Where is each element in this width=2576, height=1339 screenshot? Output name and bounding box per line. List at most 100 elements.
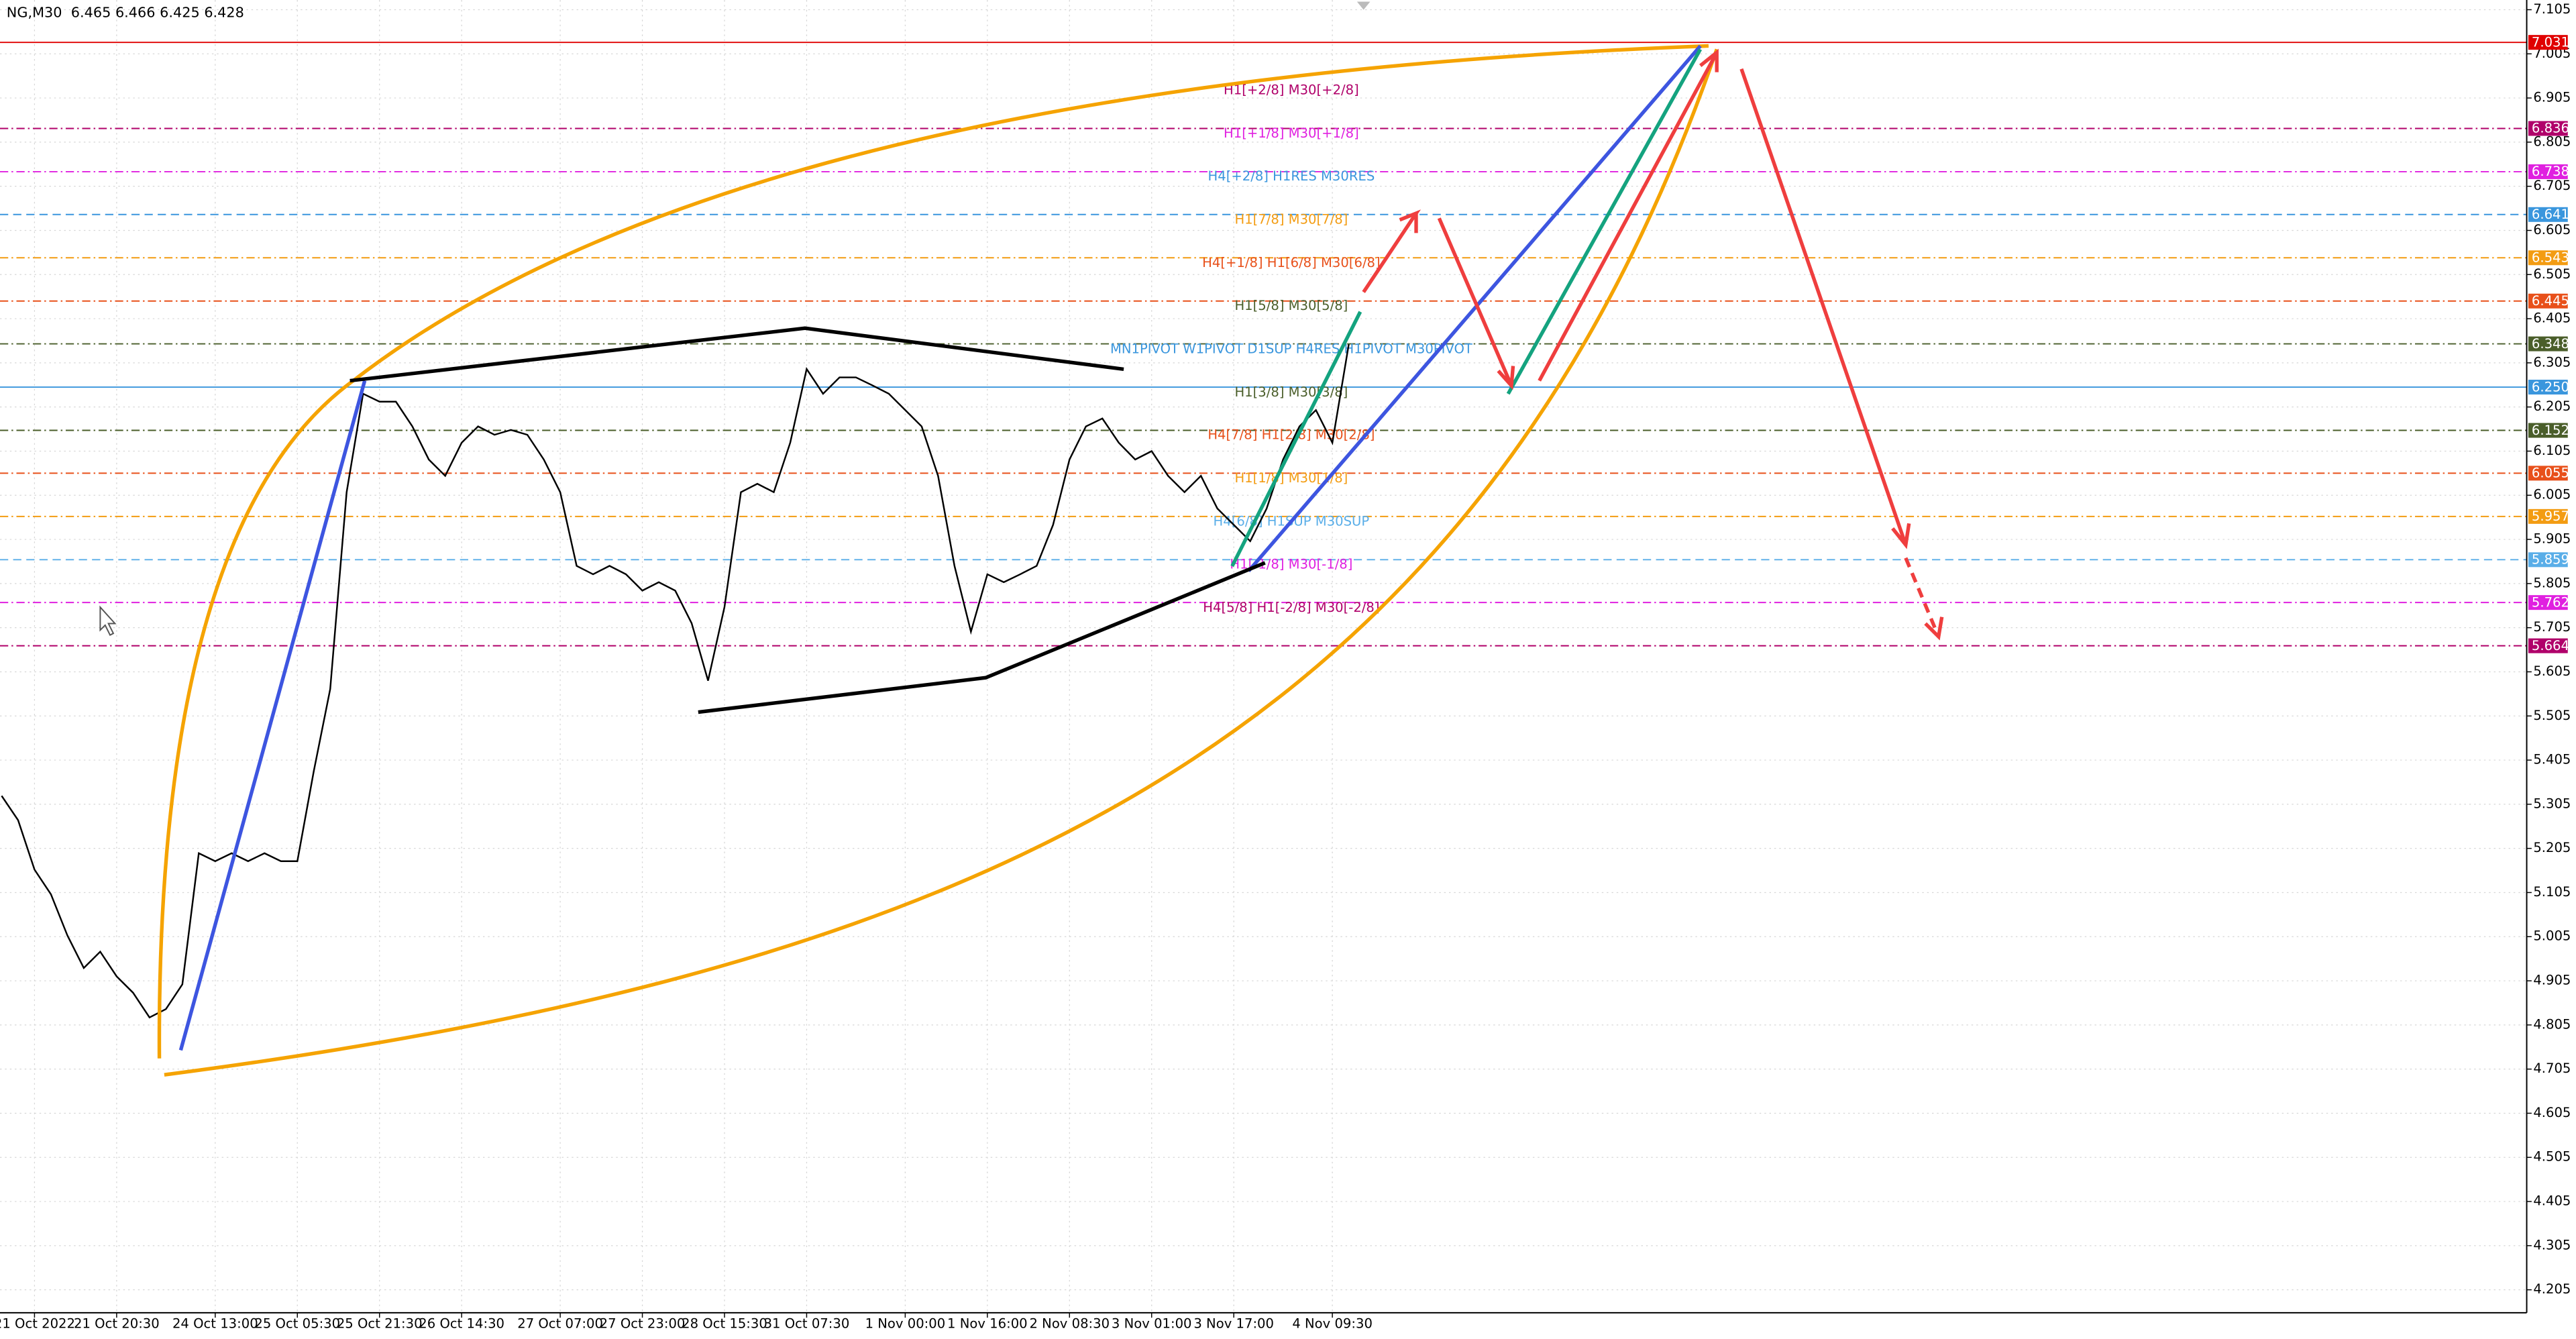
price-tag (2528, 293, 2568, 309)
trend-line (698, 561, 1266, 714)
y-tick-label: 5.805 (2533, 575, 2571, 590)
price-tag (2528, 35, 2568, 50)
trend-line (1247, 44, 1702, 572)
price (1, 344, 1350, 1019)
x-tick-label: 3 Nov 01:00 (1112, 1316, 1192, 1331)
level-annotation: H1[+2/8] M30[+2/8] (1224, 83, 1359, 98)
price-tag-label: 6.445 (2532, 293, 2569, 309)
arrow-head (1924, 617, 1944, 641)
price-tag-label: 6.250 (2532, 379, 2569, 394)
y-tick-label: 5.605 (2533, 663, 2571, 679)
grid (0, 0, 2527, 1313)
y-tick-label: 6.505 (2533, 266, 2571, 282)
arrow (1437, 217, 1515, 390)
y-tick-label: 6.305 (2533, 354, 2571, 370)
y-tick-label: 5.905 (2533, 531, 2571, 547)
level-annotation: H1[-1/8] M30[-1/8] (1230, 556, 1352, 572)
levels: H1[+2/8] M30[+2/8] H1[+1/8] M30[+1/8] H4[+… (0, 42, 2527, 647)
trend-line (1506, 48, 1703, 395)
price-tag-label: 6.836 (2532, 121, 2569, 136)
y-tick-label: 6.005 (2533, 487, 2571, 502)
level-annotation: H4[+1/8] H1[6/8] M30[6/8] (1202, 255, 1381, 270)
arrow (1538, 48, 1719, 382)
x-tick-label: 25 Oct 21:30 (337, 1316, 423, 1331)
price-tag-label: 5.664 (2532, 638, 2569, 653)
y-tick-label: 4.605 (2533, 1105, 2571, 1120)
cursor (99, 605, 117, 636)
price-tag-label: 7.031 (2532, 34, 2569, 50)
curve (164, 48, 1719, 1077)
y-tick-label: 5.705 (2533, 619, 2571, 635)
chart-title: NG,M30 6.465 6.466 6.425 6.428 (7, 5, 244, 21)
y-tick-label: 6.905 (2533, 90, 2571, 105)
y-tick-label: 5.305 (2533, 796, 2571, 811)
x-tick-label: 21 Oct 2022 (0, 1316, 75, 1331)
level-annotation: H4[5/8] H1[-2/8] M30[-2/8] (1203, 600, 1379, 615)
x-tick-label: 27 Oct 23:00 (600, 1316, 686, 1331)
level-annotation: H4[7/8] H1[2/8] M30[2/8] (1208, 427, 1375, 443)
price-tag (2528, 552, 2568, 568)
marker (1356, 1, 1371, 10)
curve (157, 379, 355, 1059)
level-annotation: H1[7/8] M30[7/8] (1234, 212, 1348, 227)
y-tick-label: 4.205 (2533, 1281, 2571, 1297)
trend-line (1230, 311, 1362, 568)
level-annotation: H4[+2/8] H1RES M30RES (1208, 168, 1375, 184)
y-tick-label: 4.905 (2533, 973, 2571, 988)
price-tag-label: 5.762 (2532, 594, 2569, 610)
y-tick-label: 6.805 (2533, 133, 2571, 149)
y-tick-label: 4.305 (2533, 1237, 2571, 1252)
price-tag (2528, 207, 2568, 222)
x-tick-label: 21 Oct 20:30 (74, 1316, 160, 1331)
x-tick-label: 27 Oct 07:00 (517, 1316, 603, 1331)
y-tick-label: 4.405 (2533, 1193, 2571, 1209)
price-tag-label: 6.055 (2532, 466, 2569, 481)
price-tag (2528, 423, 2568, 438)
y-tick-label: 5.505 (2533, 708, 2571, 723)
price-tag (2528, 508, 2568, 524)
x-tick-label: 1 Nov 16:00 (947, 1316, 1028, 1331)
price-line (1, 344, 1350, 1019)
level-annotation: H1[5/8] M30[5/8] (1234, 298, 1348, 313)
x-tick-label: 2 Nov 08:30 (1029, 1316, 1110, 1331)
y-tick-label: 4.705 (2533, 1061, 2571, 1076)
price-tag (2528, 121, 2568, 136)
x-tick-label: 1 Nov 00:00 (865, 1316, 946, 1331)
y-tick-label: 6.405 (2533, 311, 2571, 326)
price-tag-label: 6.152 (2532, 423, 2569, 438)
y-tick-label: 6.705 (2533, 178, 2571, 193)
price-tag-label: 5.859 (2532, 552, 2569, 568)
price-tag-label: 6.348 (2532, 336, 2569, 352)
x-tick-label: 25 Oct 05:30 (254, 1316, 340, 1331)
price-tag (2528, 466, 2568, 481)
x-tick-label: 31 Oct 07:30 (764, 1316, 850, 1331)
level-annotation: MN1PIVOT W1PIVOT D1SUP H4RES H1PIVOT M30… (1110, 341, 1473, 356)
price-tag (2528, 164, 2568, 179)
level-annotation: H1[+1/8] M30[+1/8] (1224, 125, 1359, 141)
y-tick-label: 7.105 (2533, 1, 2571, 17)
x-tick-label: 4 Nov 09:30 (1292, 1316, 1373, 1331)
y-tick-label: 6.105 (2533, 443, 2571, 458)
y-tick-label: 5.005 (2533, 928, 2571, 944)
x-tick-label: 24 Oct 13:00 (172, 1316, 258, 1331)
x-tick-label: 26 Oct 14:30 (419, 1316, 504, 1331)
y-tick-label: 4.505 (2533, 1149, 2571, 1165)
y-tick-label: 4.805 (2533, 1016, 2571, 1032)
y-tick-label: 5.405 (2533, 752, 2571, 767)
x-tick-label: 28 Oct 15:30 (682, 1316, 767, 1331)
y-tick-label: 5.105 (2533, 884, 2571, 900)
price-tag-label: 5.957 (2532, 508, 2569, 524)
price-tag-label: 6.641 (2532, 207, 2569, 222)
curve (352, 44, 1709, 382)
price-tag (2528, 336, 2568, 352)
y-tick-label: 6.605 (2533, 222, 2571, 237)
price-tag (2528, 380, 2568, 395)
price-tag (2528, 595, 2568, 610)
x-tick-label: 3 Nov 17:00 (1193, 1316, 1274, 1331)
price-tag (2528, 250, 2568, 266)
trend-line (350, 326, 1124, 383)
arrow (1904, 557, 1941, 638)
